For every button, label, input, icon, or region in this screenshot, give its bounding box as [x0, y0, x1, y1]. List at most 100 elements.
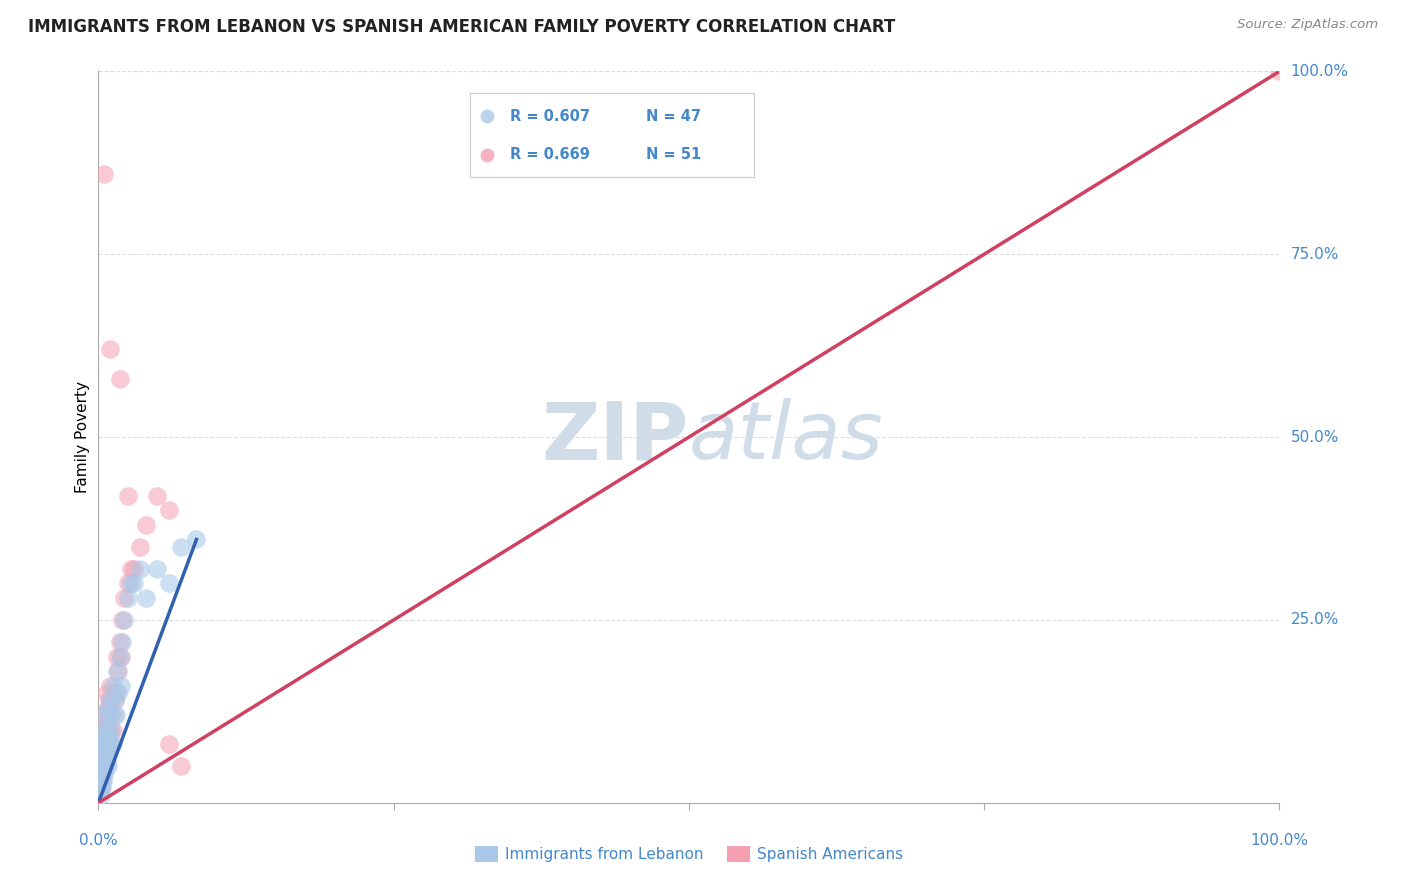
Point: [90, 773, 112, 788]
Point: [90, 745, 112, 759]
Point: [111, 635, 134, 649]
Point: [101, 737, 124, 751]
Point: [105, 708, 128, 723]
Point: [170, 759, 193, 773]
Point: [98, 723, 121, 737]
Point: [93, 167, 115, 181]
Text: 25.0%: 25.0%: [1291, 613, 1339, 627]
Point: [91, 752, 114, 766]
Text: IMMIGRANTS FROM LEBANON VS SPANISH AMERICAN FAMILY POVERTY CORRELATION CHART: IMMIGRANTS FROM LEBANON VS SPANISH AMERI…: [28, 18, 896, 36]
Point: [90, 789, 112, 803]
Point: [96, 723, 118, 737]
Point: [94, 759, 117, 773]
Point: [98, 745, 121, 759]
Point: [91, 730, 114, 744]
Point: [135, 591, 157, 605]
Point: [91, 766, 114, 780]
Point: [146, 562, 169, 576]
Point: [94, 723, 117, 737]
Text: 100.0%: 100.0%: [1291, 64, 1348, 78]
Point: [117, 489, 139, 503]
Point: [91, 737, 114, 751]
Point: [90, 752, 112, 766]
Point: [91, 759, 114, 773]
Point: [110, 649, 132, 664]
Point: [107, 686, 129, 700]
Point: [93, 737, 115, 751]
Point: [146, 489, 169, 503]
Point: [128, 540, 150, 554]
Legend: Immigrants from Lebanon, Spanish Americans: Immigrants from Lebanon, Spanish America…: [468, 840, 910, 868]
Point: [94, 708, 117, 723]
Point: [105, 649, 128, 664]
Point: [98, 737, 121, 751]
Point: [93, 752, 115, 766]
Point: [98, 693, 121, 707]
Point: [98, 679, 121, 693]
Point: [89, 781, 111, 796]
Point: [97, 700, 120, 714]
Point: [170, 540, 193, 554]
Point: [135, 517, 157, 532]
Point: [108, 649, 131, 664]
Point: [117, 576, 139, 591]
Point: [104, 693, 127, 707]
Point: [101, 679, 124, 693]
Point: [107, 664, 129, 678]
Point: [96, 686, 118, 700]
Point: [186, 533, 208, 547]
Text: atlas: atlas: [689, 398, 884, 476]
Point: [105, 664, 128, 678]
Point: [97, 730, 120, 744]
Point: [122, 576, 145, 591]
Point: [91, 745, 114, 759]
Point: [97, 700, 120, 714]
Point: [90, 781, 112, 796]
Point: [98, 343, 121, 357]
Point: [96, 715, 118, 730]
Point: [157, 737, 180, 751]
Point: [93, 715, 115, 730]
Point: [104, 693, 127, 707]
Point: [111, 613, 134, 627]
Text: 50.0%: 50.0%: [1291, 430, 1339, 444]
Point: [91, 723, 114, 737]
Point: [121, 562, 143, 576]
Point: [157, 503, 180, 517]
Point: [97, 737, 120, 751]
Point: [91, 737, 114, 751]
Point: [108, 635, 131, 649]
Text: 75.0%: 75.0%: [1291, 247, 1339, 261]
Point: [101, 723, 124, 737]
Point: [157, 576, 180, 591]
Point: [1268, 64, 1291, 78]
Point: [128, 562, 150, 576]
Point: [97, 759, 120, 773]
Point: [93, 759, 115, 773]
Point: [96, 752, 118, 766]
Point: [94, 737, 117, 751]
Point: [98, 730, 121, 744]
Point: [91, 781, 114, 796]
Point: [98, 693, 121, 707]
Point: [100, 708, 122, 723]
Text: Source: ZipAtlas.com: Source: ZipAtlas.com: [1237, 18, 1378, 31]
Point: [105, 686, 128, 700]
Text: 0.0%: 0.0%: [79, 833, 118, 848]
Point: [103, 708, 125, 723]
Point: [89, 759, 111, 773]
Point: [108, 371, 131, 385]
Point: [103, 686, 125, 700]
Point: [121, 576, 143, 591]
Text: ZIP: ZIP: [541, 398, 689, 476]
Point: [89, 781, 111, 796]
Point: [100, 723, 122, 737]
Point: [112, 613, 135, 627]
Point: [91, 708, 114, 723]
Point: [89, 766, 111, 780]
Point: [91, 773, 114, 788]
Point: [91, 773, 114, 788]
Point: [110, 679, 132, 693]
Point: [96, 745, 118, 759]
Point: [93, 730, 115, 744]
